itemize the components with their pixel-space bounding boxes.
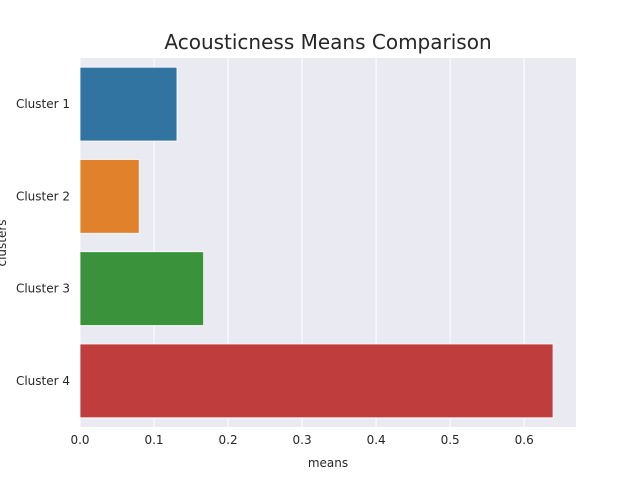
y-tick-labels: Cluster 1 Cluster 2 Cluster 3 Cluster 4 <box>16 97 70 388</box>
x-tick-labels: 0.0 0.1 0.2 0.3 0.4 0.5 0.6 <box>70 433 533 447</box>
y-tick-label: Cluster 3 <box>16 282 70 296</box>
y-tick-label: Cluster 4 <box>16 374 70 388</box>
chart-title: Acousticness Means Comparison <box>164 30 491 54</box>
y-tick-label: Cluster 2 <box>16 189 70 203</box>
bar-cluster-3 <box>79 251 205 326</box>
bar-cluster-1 <box>79 66 178 142</box>
x-tick-label: 0.6 <box>515 433 534 447</box>
x-tick-label: 0.1 <box>144 433 163 447</box>
x-tick-label: 0.4 <box>367 433 386 447</box>
x-tick-label: 0.2 <box>219 433 238 447</box>
bars <box>79 66 554 419</box>
x-tick-label: 0.3 <box>293 433 312 447</box>
y-tick-label: Cluster 1 <box>16 97 70 111</box>
bar-cluster-4 <box>79 343 554 419</box>
x-axis-title: means <box>308 456 348 470</box>
x-tick-label: 0.5 <box>441 433 460 447</box>
x-tick-label: 0.0 <box>70 433 89 447</box>
y-axis-title: clusters <box>0 219 9 266</box>
bar-cluster-2 <box>79 159 140 234</box>
